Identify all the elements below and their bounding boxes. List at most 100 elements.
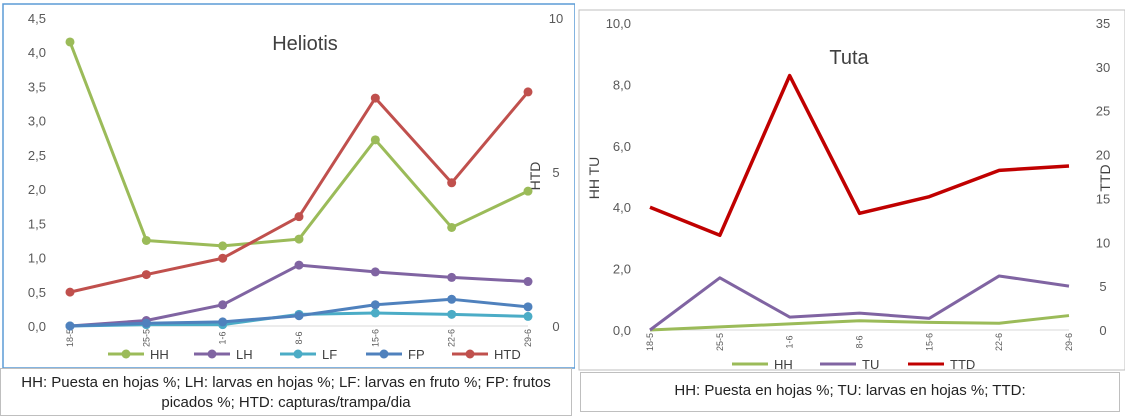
heliotis-chart: Heliotis 0,0 0,5 1,0 1,5 2,0 2,5 3,0 3,5 4,0 4,5 0 5… <box>2 3 575 369</box>
tuta-series-tu-line <box>649 274 1070 332</box>
tuta-right-tick-label: 30 <box>1096 60 1110 75</box>
tuta-series-ttd-line <box>649 73 1070 238</box>
heliotis-x-tick-label: 25-5 <box>141 329 151 347</box>
tuta-right-tick-label: 0 <box>1099 323 1106 338</box>
heliotis-series-lh-point <box>447 272 457 282</box>
tuta-left-tick-label: 8,0 <box>613 77 631 92</box>
heliotis-left-tick-label: 4,5 <box>28 11 46 26</box>
heliotis-series-htd-point <box>141 270 151 280</box>
tuta-caption-text: HH: Puesta en hojas %; TU: larvas en hoj… <box>674 382 1026 399</box>
tuta-title: Tuta <box>829 47 869 69</box>
heliotis-legend-label: LF <box>322 347 337 362</box>
heliotis-legend-marker <box>465 349 475 359</box>
heliotis-series-lf-point <box>523 311 533 321</box>
heliotis-legend-marker <box>293 349 303 359</box>
tuta-legend-label: TU <box>862 357 879 372</box>
heliotis-left-tick-label: 3,5 <box>28 79 46 94</box>
heliotis-legend-marker <box>121 349 131 359</box>
tuta-left-tick-label: 10,0 <box>606 16 631 31</box>
tuta-caption: HH: Puesta en hojas %; TU: larvas en hoj… <box>580 372 1120 412</box>
heliotis-series-lh-point <box>294 260 304 270</box>
tuta-chart-panel: Tuta 0,0 2,0 4,0 6,0 8,0 10,0 0 5 10 15 20 25 30 35 TTD… <box>577 0 1125 416</box>
heliotis-series-fp-point <box>218 317 228 327</box>
tuta-left-tick-label: 0,0 <box>613 323 631 338</box>
tuta-right-tick-label: 15 <box>1096 191 1110 206</box>
tuta-right-axis-label: TTD <box>1097 164 1113 191</box>
heliotis-right-tick-label: 5 <box>552 165 559 180</box>
tuta-left-axis-label: HH TU <box>586 157 602 200</box>
heliotis-series-htd-point <box>294 212 304 222</box>
heliotis-right-axis-label: HTD <box>527 162 543 191</box>
heliotis-series-fp-point <box>370 300 380 310</box>
tuta-series-hh-line <box>649 314 1070 332</box>
heliotis-legend-label: FP <box>408 347 425 362</box>
heliotis-series-hh-point <box>218 241 228 251</box>
heliotis-legend-marker <box>207 349 217 359</box>
heliotis-series-fp-point <box>523 302 533 312</box>
tuta-x-tick-label: 22-6 <box>994 333 1004 351</box>
heliotis-series-lh-point <box>370 267 380 277</box>
heliotis-series-htd-point <box>370 93 380 103</box>
tuta-legend-label: HH <box>774 357 793 372</box>
heliotis-right-tick-label: 10 <box>549 11 563 26</box>
tuta-right-tick-label: 35 <box>1096 16 1110 31</box>
heliotis-legend-label: HH <box>150 347 169 362</box>
heliotis-series-fp-point <box>294 311 304 321</box>
heliotis-caption: HH: Puesta en hojas %; LH: larvas en hoj… <box>0 368 572 416</box>
heliotis-x-tick-label: 18-5 <box>65 329 75 347</box>
heliotis-left-tick-label: 4,0 <box>28 45 46 60</box>
tuta-x-tick-label: 8-6 <box>855 335 865 348</box>
heliotis-series-htd-point <box>447 178 457 188</box>
heliotis-left-tick-label: 2,0 <box>28 182 46 197</box>
heliotis-legend-marker <box>379 349 389 359</box>
heliotis-x-tick-label: 8-6 <box>294 331 304 344</box>
heliotis-x-tick-label: 22-6 <box>447 329 457 347</box>
heliotis-series-hh-point <box>294 234 304 244</box>
heliotis-left-tick-label: 1,0 <box>28 251 46 266</box>
heliotis-series-hh-point <box>141 235 151 245</box>
tuta-chart: Tuta 0,0 2,0 4,0 6,0 8,0 10,0 0 5 10 15 20 25 30 35 TTD… <box>578 9 1125 372</box>
tuta-right-tick-label: 10 <box>1096 235 1110 250</box>
tuta-right-tick-label: 5 <box>1099 279 1106 294</box>
tuta-x-tick-label: 18-5 <box>645 333 655 351</box>
heliotis-series-fp-point <box>447 294 457 304</box>
tuta-left-tick-label: 2,0 <box>613 262 631 277</box>
heliotis-x-tick-label: 29-6 <box>523 329 533 347</box>
heliotis-series-lh-point <box>218 300 228 310</box>
heliotis-x-tick-label: 15-6 <box>370 329 380 347</box>
heliotis-series-fp-point <box>65 321 75 331</box>
heliotis-x-tick-label: 1-6 <box>218 331 228 344</box>
heliotis-left-tick-label: 0,0 <box>28 319 46 334</box>
heliotis-left-tick-label: 3,0 <box>28 114 46 129</box>
heliotis-title: Heliotis <box>272 33 338 55</box>
heliotis-series-lf-point <box>370 308 380 318</box>
heliotis-series-hh-point <box>447 222 457 232</box>
heliotis-series-htd-point <box>523 87 533 97</box>
heliotis-legend-label: HTD <box>494 347 521 362</box>
heliotis-right-tick-label: 0 <box>552 319 559 334</box>
heliotis-series-hh-point <box>523 186 533 196</box>
heliotis-series-hh-point <box>65 37 75 47</box>
tuta-left-tick-label: 6,0 <box>613 139 631 154</box>
tuta-right-tick-label: 25 <box>1096 104 1110 119</box>
tuta-right-tick-label: 20 <box>1096 148 1110 163</box>
heliotis-series-htd-point <box>218 253 228 263</box>
tuta-legend-label: TTD <box>950 357 975 372</box>
heliotis-left-tick-label: 2,5 <box>28 148 46 163</box>
tuta-x-tick-label: 29-6 <box>1064 333 1074 351</box>
heliotis-series-lh-point <box>523 277 533 287</box>
tuta-x-tick-label: 1-6 <box>785 335 795 348</box>
tuta-frame <box>578 9 1125 371</box>
heliotis-series-hh-point <box>370 135 380 145</box>
heliotis-frame <box>2 3 575 369</box>
heliotis-left-tick-label: 1,5 <box>28 216 46 231</box>
heliotis-left-tick-label: 0,5 <box>28 285 46 300</box>
heliotis-series-fp-point <box>141 318 151 328</box>
heliotis-series-lf-point <box>447 309 457 319</box>
tuta-left-tick-label: 4,0 <box>613 200 631 215</box>
heliotis-legend-label: LH <box>236 347 253 362</box>
tuta-x-tick-label: 25-5 <box>715 333 725 351</box>
heliotis-caption-text: HH: Puesta en hojas %; LH: larvas en hoj… <box>21 374 551 411</box>
tuta-x-tick-label: 15-6 <box>924 333 934 351</box>
heliotis-chart-panel: Heliotis 0,0 0,5 1,0 1,5 2,0 2,5 3,0 3,5 4,0 4,5 0 5… <box>2 3 575 369</box>
